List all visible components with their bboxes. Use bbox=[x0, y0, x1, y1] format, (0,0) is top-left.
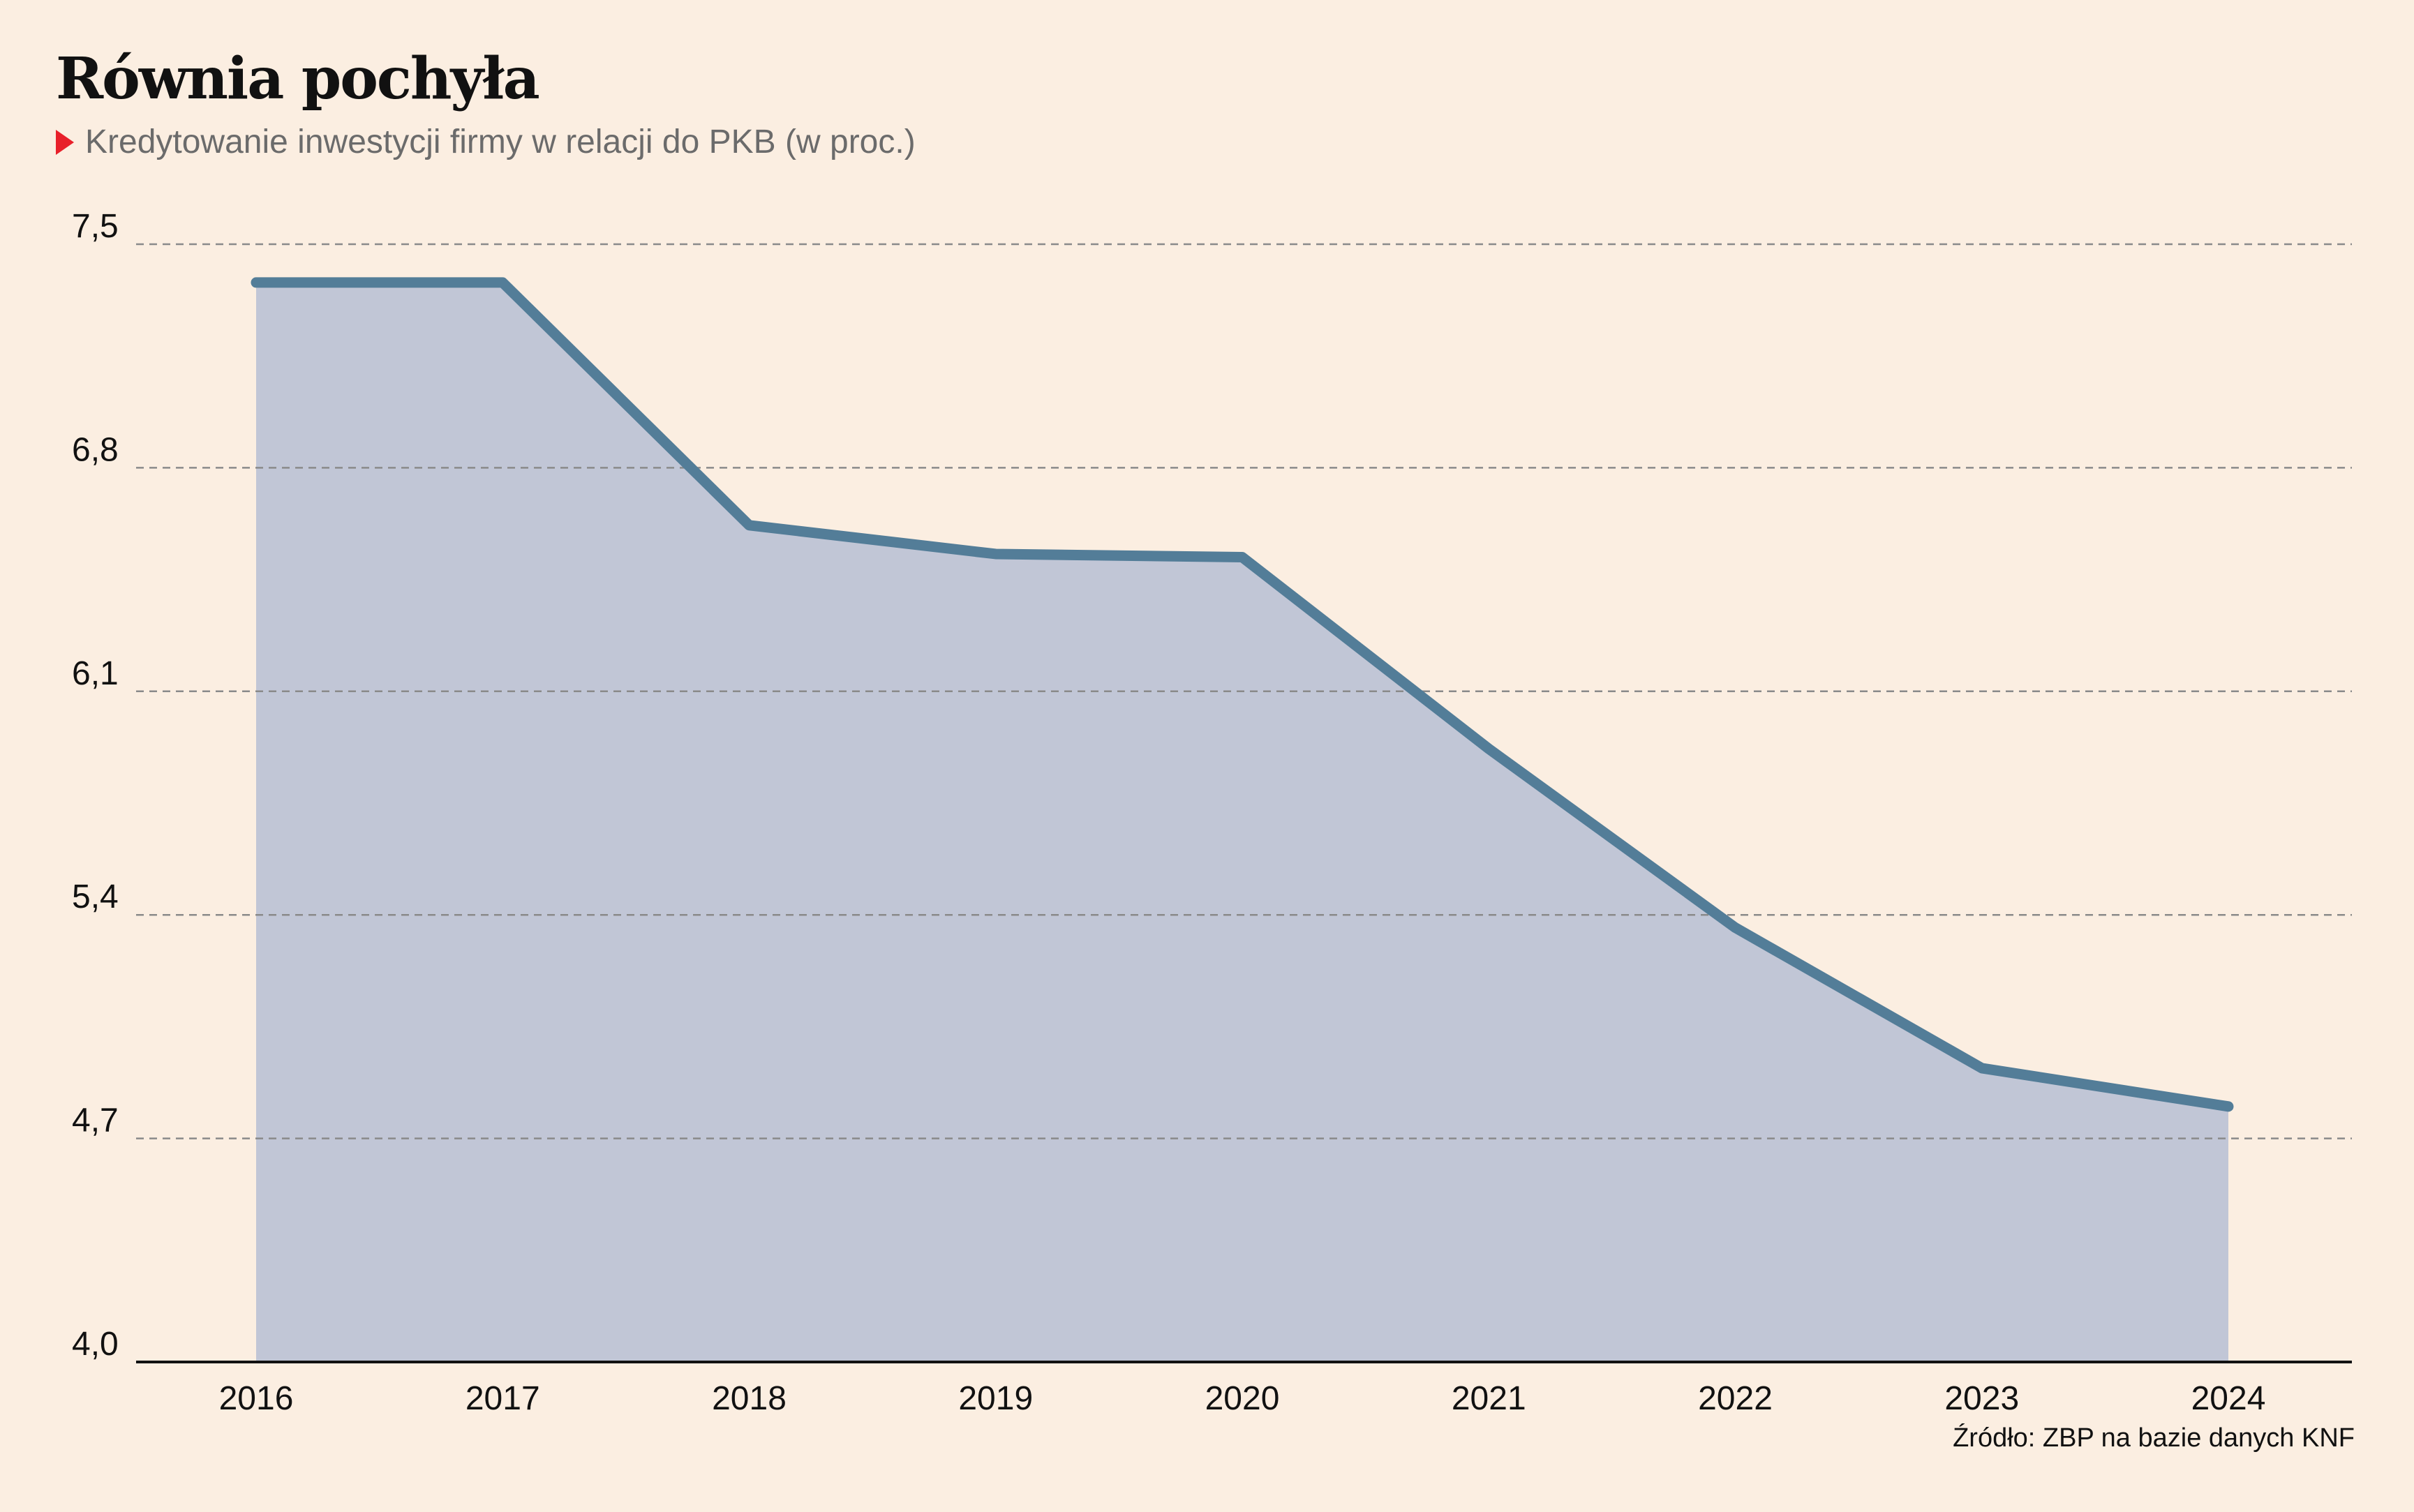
chart-source: Źródło: ZBP na bazie danych KNF bbox=[1953, 1423, 2355, 1453]
x-tick-label: 2023 bbox=[1944, 1380, 2019, 1417]
y-tick-label: 4,0 bbox=[72, 1326, 119, 1363]
y-tick-label: 7,5 bbox=[72, 208, 119, 245]
x-tick-label: 2022 bbox=[1698, 1380, 1773, 1417]
y-tick-label: 6,1 bbox=[72, 655, 119, 692]
y-tick-label: 4,7 bbox=[72, 1102, 119, 1139]
x-tick-label: 2019 bbox=[958, 1380, 1033, 1417]
x-tick-label: 2016 bbox=[219, 1380, 294, 1417]
x-tick-label: 2018 bbox=[712, 1380, 787, 1417]
chart-subtitle-text: Kredytowanie inwestycji firmy w relacji … bbox=[85, 123, 916, 160]
x-tick-label: 2024 bbox=[2191, 1380, 2266, 1417]
series-line bbox=[251, 277, 2234, 1112]
y-tick-label: 5,4 bbox=[72, 878, 119, 915]
series-area bbox=[256, 282, 2228, 1362]
red-triangle-icon bbox=[56, 130, 74, 155]
x-tick-label: 2020 bbox=[1205, 1380, 1280, 1417]
chart-subtitle: Kredytowanie inwestycji firmy w relacji … bbox=[56, 126, 916, 159]
chart-title: Równia pochyła bbox=[56, 45, 540, 112]
x-tick-label: 2017 bbox=[465, 1380, 540, 1417]
y-tick-label: 6,8 bbox=[72, 431, 119, 468]
x-tick-label: 2021 bbox=[1452, 1380, 1526, 1417]
